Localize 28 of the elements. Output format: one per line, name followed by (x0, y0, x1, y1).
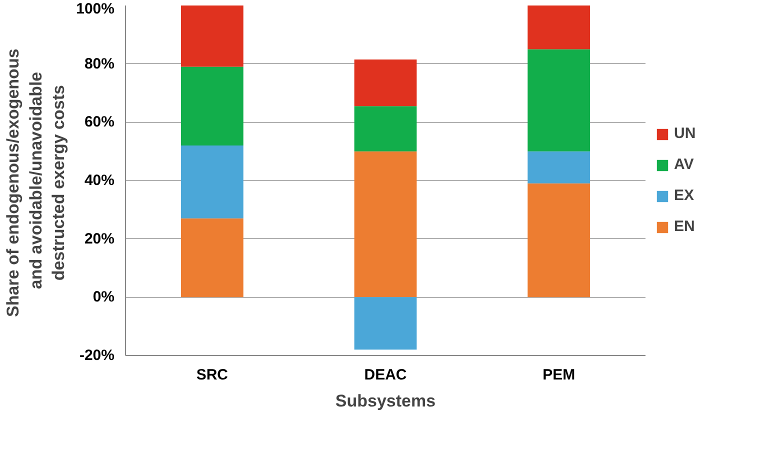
bar (180, 66, 244, 146)
x-tick-label: PEM (542, 366, 576, 384)
y-tick-label: 0% (92, 288, 115, 306)
legend-label: UN (674, 125, 696, 142)
y-tick-label: 80% (84, 55, 115, 72)
y-tick-label: -20% (79, 347, 115, 364)
y-tick-label: 60% (84, 114, 115, 131)
bar (528, 49, 590, 152)
bar (354, 297, 417, 350)
bar (354, 106, 417, 152)
legend-label: EN (674, 218, 695, 235)
legend-label: EX (674, 187, 694, 204)
bar (354, 151, 417, 298)
y-axis-title: Share of endogenous/exogenous and avoidable/unavoidable destructed exergy costs (4, 48, 68, 317)
x-tick-label: DEAC (364, 366, 407, 384)
x-tick-label: SRC (196, 366, 228, 384)
bar (180, 218, 244, 298)
bar (528, 151, 590, 184)
x-axis-title: Subsystems (335, 392, 436, 410)
bar (528, 6, 590, 50)
legend-label: AV (674, 156, 694, 173)
bar (354, 59, 417, 106)
y-tick-label: 100% (76, 0, 115, 18)
y-tick-label: 20% (84, 230, 115, 248)
bar (528, 183, 590, 298)
y-tick-label: 40% (84, 172, 115, 189)
bar (180, 146, 244, 218)
bar (180, 6, 244, 67)
